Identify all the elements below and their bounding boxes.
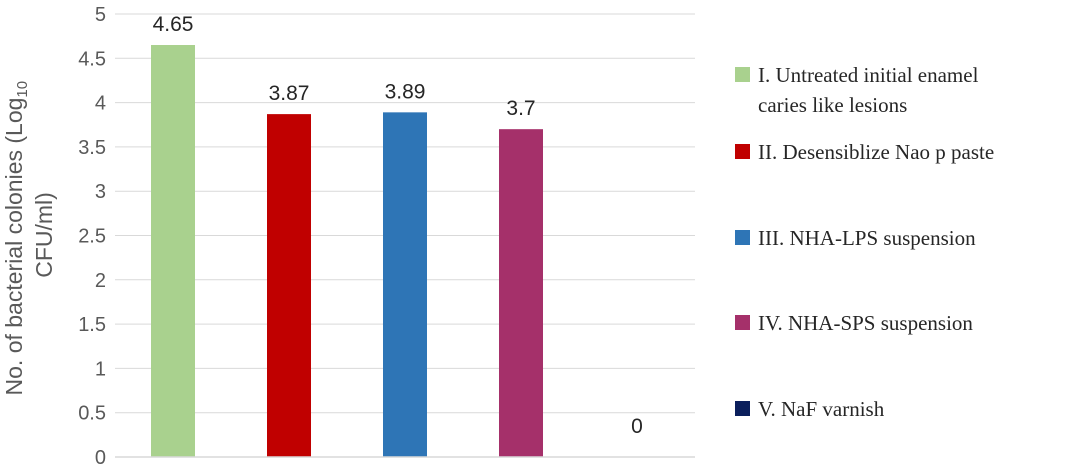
- y-tick-label: 4: [95, 93, 106, 115]
- bar-value-label: 0: [631, 415, 643, 438]
- legend-swatch: [735, 144, 750, 159]
- legend-swatch: [735, 401, 750, 416]
- bar-value-label: 3.89: [385, 80, 426, 103]
- legend-swatch: [735, 315, 750, 330]
- y-tick-label: 3: [95, 181, 106, 203]
- legend-swatch: [735, 230, 750, 245]
- y-tick-label: 3.5: [78, 137, 106, 159]
- legend-label-line: I. Untreated initial enamel: [758, 63, 979, 87]
- legend-label: V. NaF varnish: [758, 397, 885, 421]
- legend-label: I. Untreated initial enamel caries like l…: [758, 63, 979, 117]
- bars: [151, 45, 543, 458]
- y-tick-label: 2: [95, 270, 106, 292]
- legend: I. Untreated initial enamel caries like l…: [735, 63, 994, 421]
- y-tick-label: 0.5: [78, 403, 106, 425]
- legend-label: IV. NHA-SPS suspension: [758, 311, 973, 335]
- bar-value-label: 3.87: [269, 82, 310, 105]
- data-labels: 4.65 3.87 3.89 3.7 0: [153, 13, 643, 438]
- y-tick-label: 1: [95, 358, 106, 380]
- bar-value-label: 4.65: [153, 13, 194, 36]
- legend-label: II. Desensiblize Nao p paste: [758, 140, 994, 164]
- bar: [151, 45, 195, 457]
- y-axis-title-main: No. of bacterial colonies (Log: [1, 98, 27, 396]
- y-axis-title-line2: CFU/ml): [31, 192, 57, 278]
- bar-value-label: 3.7: [506, 97, 535, 120]
- y-tick-label: 2.5: [78, 226, 106, 248]
- legend-label-line: II. Desensiblize Nao p paste: [758, 140, 994, 164]
- y-tick-label: 4.5: [78, 48, 106, 70]
- legend-label-line: V. NaF varnish: [758, 397, 885, 421]
- legend-label-line: IV. NHA-SPS suspension: [758, 311, 973, 335]
- legend-label-line: caries like lesions: [758, 93, 907, 117]
- legend-label: III. NHA-LPS suspension: [758, 226, 976, 250]
- bar: [499, 129, 543, 457]
- y-axis-title: No. of bacterial colonies (Log10 CFU/ml): [1, 75, 57, 396]
- legend-swatch: [735, 67, 750, 82]
- y-tick-label: 5: [95, 4, 106, 26]
- y-tick-label: 1.5: [78, 314, 106, 336]
- y-axis-title-line1: No. of bacterial colonies (Log10: [1, 81, 31, 396]
- bar: [383, 112, 427, 457]
- y-tick-label: 0: [95, 447, 106, 467]
- legend-label-line: III. NHA-LPS suspension: [758, 226, 976, 250]
- y-axis-title-subscript: 10: [14, 81, 31, 98]
- bar: [267, 114, 311, 458]
- y-axis-ticks: 0 0.5 1 1.5 2 2.5 3 3.5 4 4.5 5: [78, 4, 106, 467]
